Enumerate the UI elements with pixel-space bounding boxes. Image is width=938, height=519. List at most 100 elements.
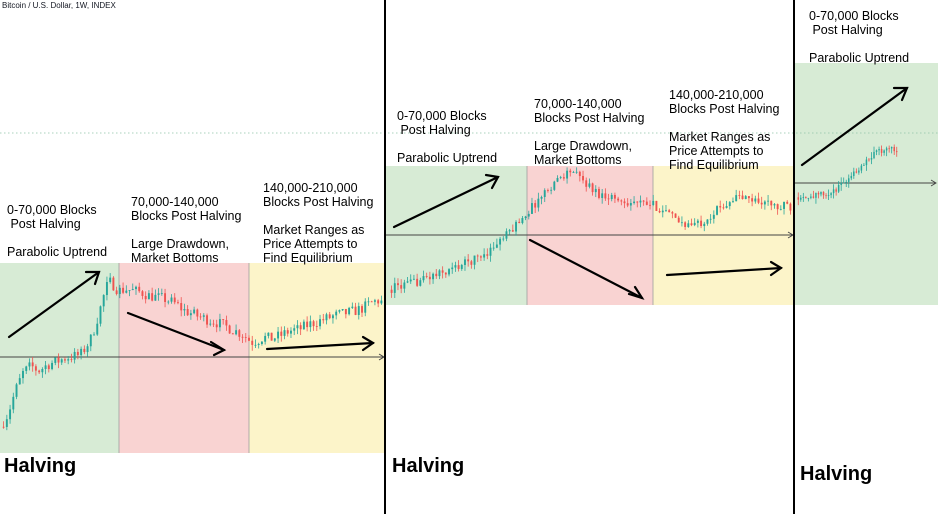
candle-body [518, 221, 521, 224]
candle-body [607, 198, 610, 200]
zone-drawdown-2 [527, 166, 653, 305]
candle-body [888, 148, 890, 150]
candle-body [575, 171, 578, 173]
candle-body [231, 333, 234, 335]
candle-body [649, 204, 651, 206]
candle-body [875, 150, 878, 152]
annotation-line: 140,000-210,000 [263, 181, 358, 195]
candle-body [409, 279, 412, 282]
candle-body [257, 343, 260, 345]
annotation-line: 140,000-210,000 [669, 88, 764, 102]
annotation-line [397, 137, 497, 151]
candle-body [760, 202, 763, 205]
candle-body [492, 247, 495, 249]
candle-body [735, 195, 738, 202]
candle-body [642, 200, 645, 202]
candle-body [802, 197, 805, 198]
annotation-line: Blocks Post Halving [534, 111, 645, 125]
annotation-line [534, 125, 644, 139]
candle-body [842, 182, 845, 184]
candle-body [218, 319, 221, 328]
annotation-line [263, 209, 373, 223]
trend-arrow-flat-2 [665, 260, 784, 277]
candle-body [12, 396, 15, 410]
candle-body [719, 206, 722, 208]
halving-label-1: Halving [4, 455, 77, 477]
candle-body [773, 204, 776, 206]
candle-body [893, 146, 895, 152]
candle-body [18, 378, 21, 385]
candle-body [22, 370, 24, 379]
candle-body [138, 286, 141, 292]
candle-body [553, 181, 556, 190]
candle-body [610, 194, 613, 200]
candle-body [315, 326, 318, 327]
candle-body [397, 283, 399, 286]
candle-body [96, 323, 99, 335]
candle-body [840, 182, 842, 185]
candle-body [502, 238, 505, 240]
candle-body [747, 196, 750, 199]
candle-body [248, 337, 250, 341]
candle-body [629, 203, 632, 206]
candle-body [380, 300, 383, 304]
candle-body [212, 323, 215, 325]
candle-body [873, 151, 875, 159]
candle-body [67, 359, 70, 361]
candle-body [832, 189, 835, 194]
candle-body [186, 309, 189, 316]
candle-body [154, 294, 157, 301]
candle-body [684, 222, 687, 227]
candle-body [189, 313, 192, 316]
candle-body [141, 291, 144, 296]
annotation-line: Market Bottoms [534, 153, 622, 167]
candle-body [416, 278, 419, 286]
candle-body [361, 306, 363, 313]
candle-body [312, 321, 315, 327]
candle-body [464, 259, 466, 265]
zone-range-2 [653, 166, 794, 305]
candle-body [674, 213, 677, 218]
annotation-line [669, 116, 779, 130]
candle-body [467, 259, 470, 262]
candle-body [604, 193, 607, 199]
candle-body [725, 206, 728, 208]
candle-body [177, 302, 179, 304]
candle-body [700, 220, 703, 227]
candle-body [858, 170, 860, 173]
candle-body [515, 221, 517, 232]
candle-body [251, 340, 254, 345]
candle-body [550, 189, 553, 191]
candle-body [883, 150, 885, 153]
candle-body [613, 194, 616, 199]
candlestick-series [2, 144, 898, 431]
candle-body [89, 334, 92, 347]
candle-body [800, 197, 802, 200]
zone-range-1 [249, 263, 385, 453]
candle-body [534, 203, 537, 208]
reference-line-3 [795, 179, 937, 187]
candle-body [454, 265, 457, 268]
candle-body [286, 330, 289, 334]
candle-body [483, 254, 486, 258]
candle-body [633, 201, 636, 204]
candle-body [693, 222, 696, 226]
candle-body [135, 286, 137, 290]
trend-arrow-flat-1 [265, 335, 376, 352]
candle-body [331, 315, 334, 319]
annotation-line: Find Equilibrium [669, 158, 759, 172]
annotation-cycle2-drawdown: 70,000-140,000 Blocks Post Halving Large D… [534, 97, 644, 167]
candle-body [38, 370, 41, 373]
candle-body [373, 300, 376, 302]
candle-body [457, 265, 460, 269]
candle-body [406, 281, 409, 283]
candle-body [277, 331, 280, 339]
candle-body [617, 198, 620, 201]
candle-body [31, 362, 34, 367]
candle-body [438, 270, 441, 277]
annotation-line: Price Attempts to [263, 237, 358, 251]
candle-body [543, 190, 546, 197]
candle-body [473, 255, 476, 265]
candle-body [591, 183, 594, 193]
candle-body [206, 315, 208, 325]
